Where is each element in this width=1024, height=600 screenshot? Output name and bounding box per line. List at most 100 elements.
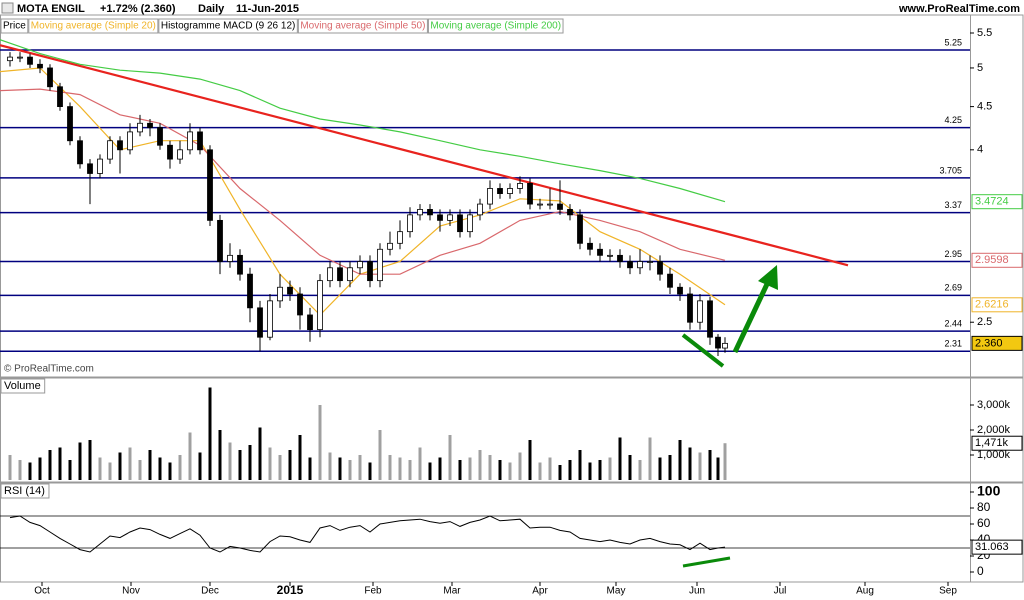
volume-bar: [68, 460, 72, 480]
candle-body: [17, 56, 23, 59]
candle-body: [447, 214, 453, 221]
last-value-label: 31.063: [975, 541, 1009, 553]
axis-frame: [970, 482, 1024, 583]
volume-bar: [528, 440, 532, 480]
volume-bar: [18, 460, 22, 480]
annotation-line: [682, 556, 731, 568]
last-value-box: [971, 194, 1023, 210]
y-tick-label: 80: [977, 500, 991, 514]
legend-box: [0, 18, 29, 34]
volume-bar: [248, 445, 252, 480]
candle-body: [407, 214, 413, 233]
candle-body: [57, 86, 63, 108]
candle-body: [107, 140, 113, 160]
legend-box: [427, 18, 564, 34]
candle-body: [437, 214, 443, 221]
panel-title-box: [0, 483, 50, 499]
candle-body: [467, 214, 473, 233]
volume-bar: [618, 437, 622, 480]
volume-bar: [678, 440, 682, 480]
volume-bar: [578, 450, 582, 480]
volume-bar: [38, 457, 42, 480]
legend-entry: Moving average (Simple 50): [300, 21, 425, 32]
volume-bar: [328, 452, 332, 480]
candle-body: [137, 122, 143, 133]
candle-body: [577, 214, 583, 244]
rsi-line: [9, 515, 726, 553]
candle-body: [327, 267, 333, 282]
candle-body: [597, 248, 603, 256]
candle-body: [557, 203, 563, 210]
candle-body: [87, 163, 93, 174]
volume-bar: [608, 457, 612, 480]
level-label: 3.705: [939, 165, 962, 175]
site: www.ProRealTime.com: [898, 3, 1020, 15]
y-tick-label: 1,000k: [977, 449, 1011, 461]
moving-average: [0, 39, 726, 203]
volume-bar: [488, 455, 492, 480]
legend-entry: Histogramme MACD (9 26 12): [161, 21, 295, 32]
x-tick-label: Feb: [364, 586, 382, 597]
candle-body: [587, 242, 593, 250]
last-value-label: 2.6216: [975, 299, 1009, 311]
volume-bar: [458, 460, 462, 480]
volume-bar: [138, 460, 142, 480]
volume-bar: [128, 447, 132, 480]
candle-body: [197, 131, 203, 151]
volume-bar: [208, 387, 212, 480]
legend-box: [158, 18, 298, 34]
panel-title-box: [0, 378, 46, 394]
candle-body: [297, 293, 303, 316]
volume-bar: [368, 462, 372, 480]
candle-body: [357, 261, 363, 269]
volume-bar: [388, 455, 392, 480]
candle-body: [97, 158, 103, 174]
level-label: 2.95: [944, 249, 962, 259]
x-tick-label: Dec: [201, 586, 219, 597]
candle-body: [457, 214, 463, 233]
volume-bar: [98, 457, 102, 480]
candle-body: [287, 286, 293, 295]
volume-bar: [428, 462, 432, 480]
x-tick-label: Mar: [443, 586, 461, 597]
level-label: 5.25: [944, 37, 962, 47]
volume-bar: [628, 455, 632, 480]
legend-entry: Moving average (Simple 20): [31, 21, 156, 32]
annotation-arrowhead: [758, 265, 778, 290]
volume-bar: [708, 450, 712, 480]
candle-body: [27, 56, 33, 65]
candle-body: [177, 149, 183, 160]
period: Daily: [198, 3, 225, 15]
trend-line: [0, 44, 849, 267]
panel-title: Volume: [4, 380, 41, 392]
candle-body: [687, 293, 693, 323]
volume-bar: [558, 465, 562, 480]
candle-body: [697, 300, 703, 323]
candle-body: [157, 127, 163, 146]
volume-bar: [538, 462, 542, 480]
volume-bar: [468, 457, 472, 480]
y-tick-label: 4: [977, 144, 983, 156]
last-value-box: [971, 539, 1023, 555]
level-label: 2.31: [944, 339, 962, 349]
y-tick-label: 4.5: [977, 101, 992, 113]
annotations: [681, 265, 778, 568]
level-label: 2.44: [944, 319, 962, 329]
candle-body: [677, 286, 683, 295]
x-tick-label: 2015: [277, 583, 304, 597]
volume-bar: [218, 430, 222, 480]
volume-bar: [398, 457, 402, 480]
last-value-label: 2.9598: [975, 254, 1009, 266]
candle-body: [317, 280, 323, 331]
candle-body: [477, 203, 483, 216]
candle-body: [277, 286, 283, 302]
candle-body: [147, 122, 153, 128]
volume-bar: [408, 460, 412, 480]
y-tick-label: 0: [977, 564, 984, 578]
candle-body: [567, 209, 573, 216]
watermark: © ProRealTime.com: [4, 364, 94, 375]
legend-entry: Moving average (Simple 200): [430, 21, 561, 32]
candle-body: [77, 140, 83, 165]
legend-box: [28, 18, 159, 34]
